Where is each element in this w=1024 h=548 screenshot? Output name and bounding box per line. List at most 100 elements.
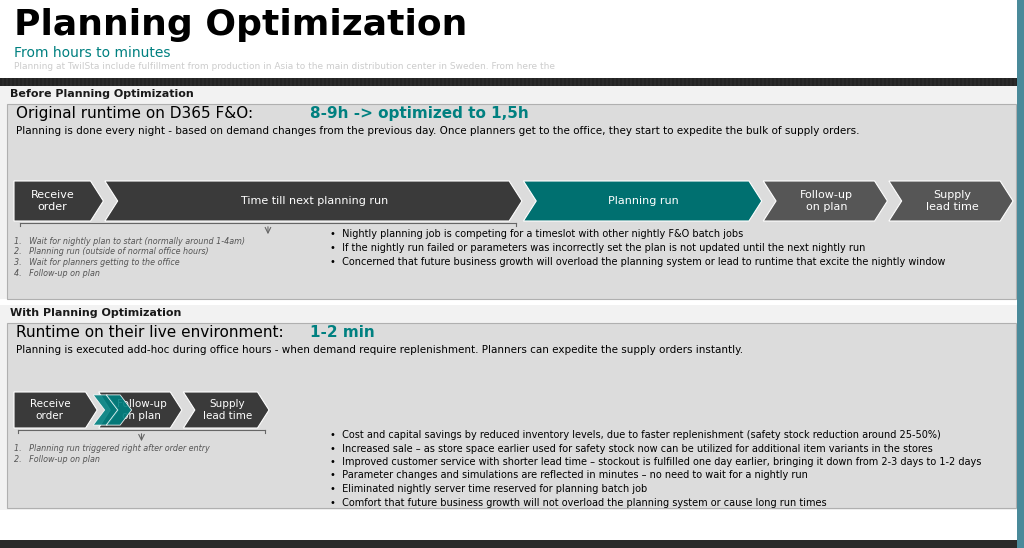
Text: Receive
order: Receive order [30,399,70,421]
Bar [372,78,374,86]
Bar [768,78,770,86]
Bar [556,78,558,86]
Bar [296,78,298,86]
Bar [660,78,662,86]
Bar [500,78,502,86]
Bar [956,78,958,86]
FancyBboxPatch shape [7,104,1016,299]
Text: Follow-up
on plan: Follow-up on plan [800,190,853,212]
Bar [236,78,238,86]
Bar [108,78,110,86]
Bar [0,78,1017,86]
Bar [216,78,218,86]
Bar [444,78,446,86]
Bar [112,78,114,86]
Text: From hours to minutes: From hours to minutes [14,46,171,60]
Bar [644,78,646,86]
Bar [692,78,694,86]
Bar [908,78,910,86]
Polygon shape [183,392,269,428]
Bar [548,78,550,86]
Bar [760,78,762,86]
Bar [652,78,654,86]
Bar [648,78,650,86]
Bar [40,78,42,86]
Bar [896,78,898,86]
Bar [944,78,946,86]
Bar [288,78,290,86]
Bar [664,78,666,86]
Bar [892,78,894,86]
Bar [312,78,314,86]
Bar [708,78,710,86]
Text: 1.   Wait for nightly plan to start (normally around 1-4am): 1. Wait for nightly plan to start (norma… [14,237,245,246]
Bar [48,78,50,86]
Polygon shape [889,181,1013,221]
Bar [20,78,22,86]
Bar [784,78,786,86]
Bar [100,78,102,86]
Bar [464,78,466,86]
Bar [780,78,782,86]
Bar [284,78,286,86]
Text: 1.   Planning run triggered right after order entry: 1. Planning run triggered right after or… [14,444,210,453]
Text: Time till next planning run: Time till next planning run [241,196,388,206]
Bar [724,78,726,86]
Bar [488,78,490,86]
Bar [676,78,678,86]
Bar [24,78,26,86]
Bar [756,78,758,86]
Bar [272,78,274,86]
Text: Original runtime on D365 F&O:: Original runtime on D365 F&O: [16,106,253,121]
Bar [744,78,746,86]
Bar [424,78,426,86]
Text: •  Increased sale – as store space earlier used for safety stock now can be util: • Increased sale – as store space earlie… [330,443,933,454]
Bar [752,78,754,86]
Polygon shape [14,181,103,221]
Bar [4,78,6,86]
Bar [968,78,970,86]
Bar [132,78,134,86]
Bar [560,78,562,86]
Bar [344,78,346,86]
Bar [864,78,866,86]
Bar [449,78,450,86]
Text: •  Comfort that future business growth will not overload the planning system or : • Comfort that future business growth wi… [330,498,826,507]
Bar [152,78,154,86]
Text: 1-2 min: 1-2 min [310,325,375,340]
Bar [172,78,174,86]
Bar [1017,0,1024,548]
Bar [0,540,1024,548]
Bar [228,78,230,86]
Bar [96,78,98,86]
Bar [348,78,350,86]
Bar [936,78,938,86]
Bar [0,0,1024,78]
Text: Planning Optimization: Planning Optimization [14,8,467,42]
Bar [68,78,70,86]
Bar [620,78,622,86]
Bar [352,78,354,86]
Bar [292,78,294,86]
Bar [0,86,1024,299]
Bar [164,78,166,86]
Bar [400,78,402,86]
Bar [740,78,742,86]
Bar [888,78,890,86]
Bar [32,78,34,86]
Bar [304,78,306,86]
Bar [148,78,150,86]
Bar [116,78,118,86]
Bar [608,78,610,86]
Bar [76,78,78,86]
Bar [260,78,262,86]
Text: With Planning Optimization: With Planning Optimization [10,308,181,318]
Bar [468,78,470,86]
Bar [36,78,38,86]
Bar [396,78,398,86]
Bar [408,78,410,86]
Text: Runtime on their live environment:: Runtime on their live environment: [16,325,284,340]
Bar [584,78,586,86]
Bar [532,78,534,86]
Bar [232,78,234,86]
